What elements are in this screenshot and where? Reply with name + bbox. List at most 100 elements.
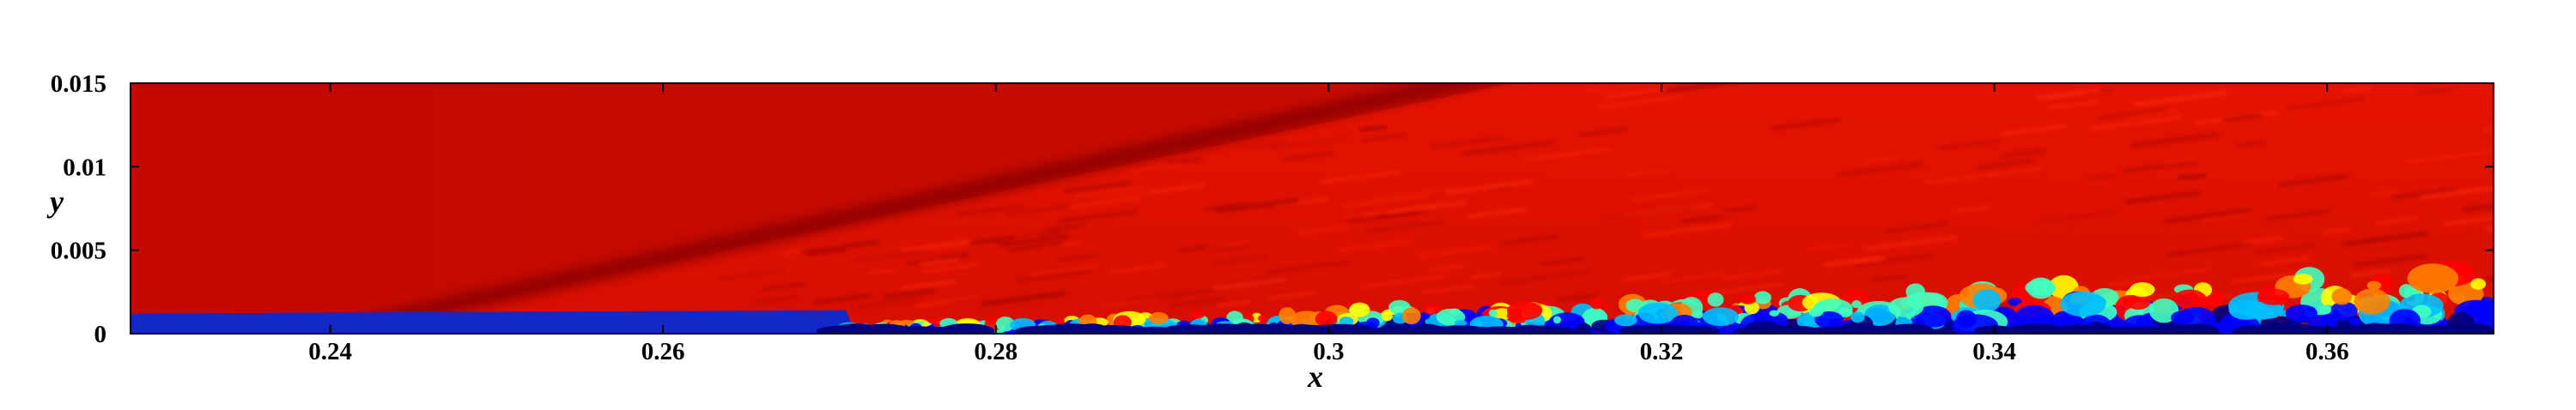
turbulent-eddy [2008,298,2022,306]
wall-eddy [1517,325,1560,334]
streak-mark [1100,297,1161,308]
y-axis-ticks: 0 0.005 0.01 0.015 [51,70,2494,348]
turbulent-eddy [2285,304,2318,323]
streak-mark [2098,108,2166,119]
streak-mark [1248,141,1287,148]
streak-mark [801,239,879,254]
streak-mark [1421,284,1476,294]
streak-mark [1338,240,1411,252]
streak-mark [2342,232,2428,246]
wall-eddy [1862,326,1899,334]
streak-mark [2415,87,2452,96]
wall-eddy [1030,324,1072,334]
streak-mark [1267,290,1315,301]
streak-mark [1871,274,1907,282]
turbulent-eddy [2172,289,2207,309]
streak-mark [2133,90,2228,107]
x-axis-label: x [1307,359,1323,394]
streak-mark [1005,204,1070,216]
streak-mark [2342,86,2373,93]
streak-mark [2286,97,2366,111]
wall-eddy [1473,326,1528,334]
streak-mark [1170,298,1224,307]
wall-eddy [1278,324,1339,334]
streak-mark [1373,187,1457,200]
turbulent-boundary-layer [816,261,2494,334]
streak-mark [2036,88,2100,101]
streak-mark [1206,242,1251,250]
streak-mark [2370,190,2401,196]
wall-eddy [1213,324,1273,334]
streak-mark [956,204,1024,216]
turbulent-eddy [995,317,1015,332]
turbulent-eddy [2348,317,2361,326]
streak-mark [2164,208,2252,223]
streak-mark [901,239,970,253]
wall-eddy [2458,323,2494,334]
streak-mark [2242,236,2283,245]
streak-mark [1722,269,1783,280]
streak-mark [806,247,847,256]
wall-eddy [2379,324,2429,334]
streak-mark [2123,190,2201,204]
streak-mark [2178,173,2208,181]
streak-mark [1856,253,1936,267]
turbulent-eddy [1349,302,1370,317]
wall-eddy [2280,323,2313,334]
streak-mark [2123,160,2196,172]
streak-mark [855,250,927,262]
wall-eddy [904,326,967,334]
turbulent-eddy [1552,316,1562,324]
streak-mark [2405,149,2494,164]
turbulent-eddy [1614,314,1637,327]
streak-mark [969,236,1015,245]
turbulent-eddy [1575,323,1593,334]
streak-mark [883,288,936,300]
turbulent-eddy [2293,274,2313,285]
streak-mark [1044,223,1087,232]
turbulent-eddy [2476,301,2494,323]
turbulent-eddy [1604,304,1610,311]
streak-mark [2259,256,2312,266]
y-tick-label: 0.015 [51,70,106,98]
turbulent-eddy [1808,307,1824,317]
plot-frame [130,82,2494,335]
turbulent-eddy [1625,298,1644,313]
streak-mark [1723,205,1759,213]
turbulent-streaks [718,83,2494,311]
streak-mark [1211,244,1252,251]
turbulent-eddy [1189,311,1205,319]
turbulent-eddy [2025,279,2057,296]
turbulent-eddy [1740,293,1757,304]
streak-mark [1977,159,2033,170]
streak-mark [2039,210,2118,223]
streak-mark [2483,128,2494,133]
streak-mark [1596,94,1683,110]
turbulent-eddy [2407,263,2459,293]
y-axis-label: y [46,184,64,219]
streak-mark [1011,233,1040,241]
turbulent-eddy [1454,319,1467,327]
streak-mark [2161,158,2196,165]
turbulent-eddy [1279,307,1297,324]
streak-mark [999,233,1070,247]
streak-mark [1467,207,1528,219]
turbulent-eddy [2330,301,2358,321]
turbulent-eddy [1590,297,1603,310]
streak-mark [1342,194,1430,208]
streak-mark [1680,215,1722,223]
streak-mark [1042,241,1083,250]
streak-mark [1500,270,1592,285]
streak-mark [1297,225,1351,235]
streak-mark [981,291,1066,306]
streak-mark [1661,272,1726,283]
streak-mark [1937,139,2001,150]
streak-mark [1015,269,1093,283]
streak-mark [1622,272,1672,282]
turbulent-eddy [1488,309,1498,317]
streak-mark [1664,83,1741,93]
turbulent-eddy [1381,311,1393,322]
x-tick-label: 0.3 [1313,338,1344,365]
streak-mark [2166,243,2252,256]
y-tick-label: 0.01 [63,154,106,181]
